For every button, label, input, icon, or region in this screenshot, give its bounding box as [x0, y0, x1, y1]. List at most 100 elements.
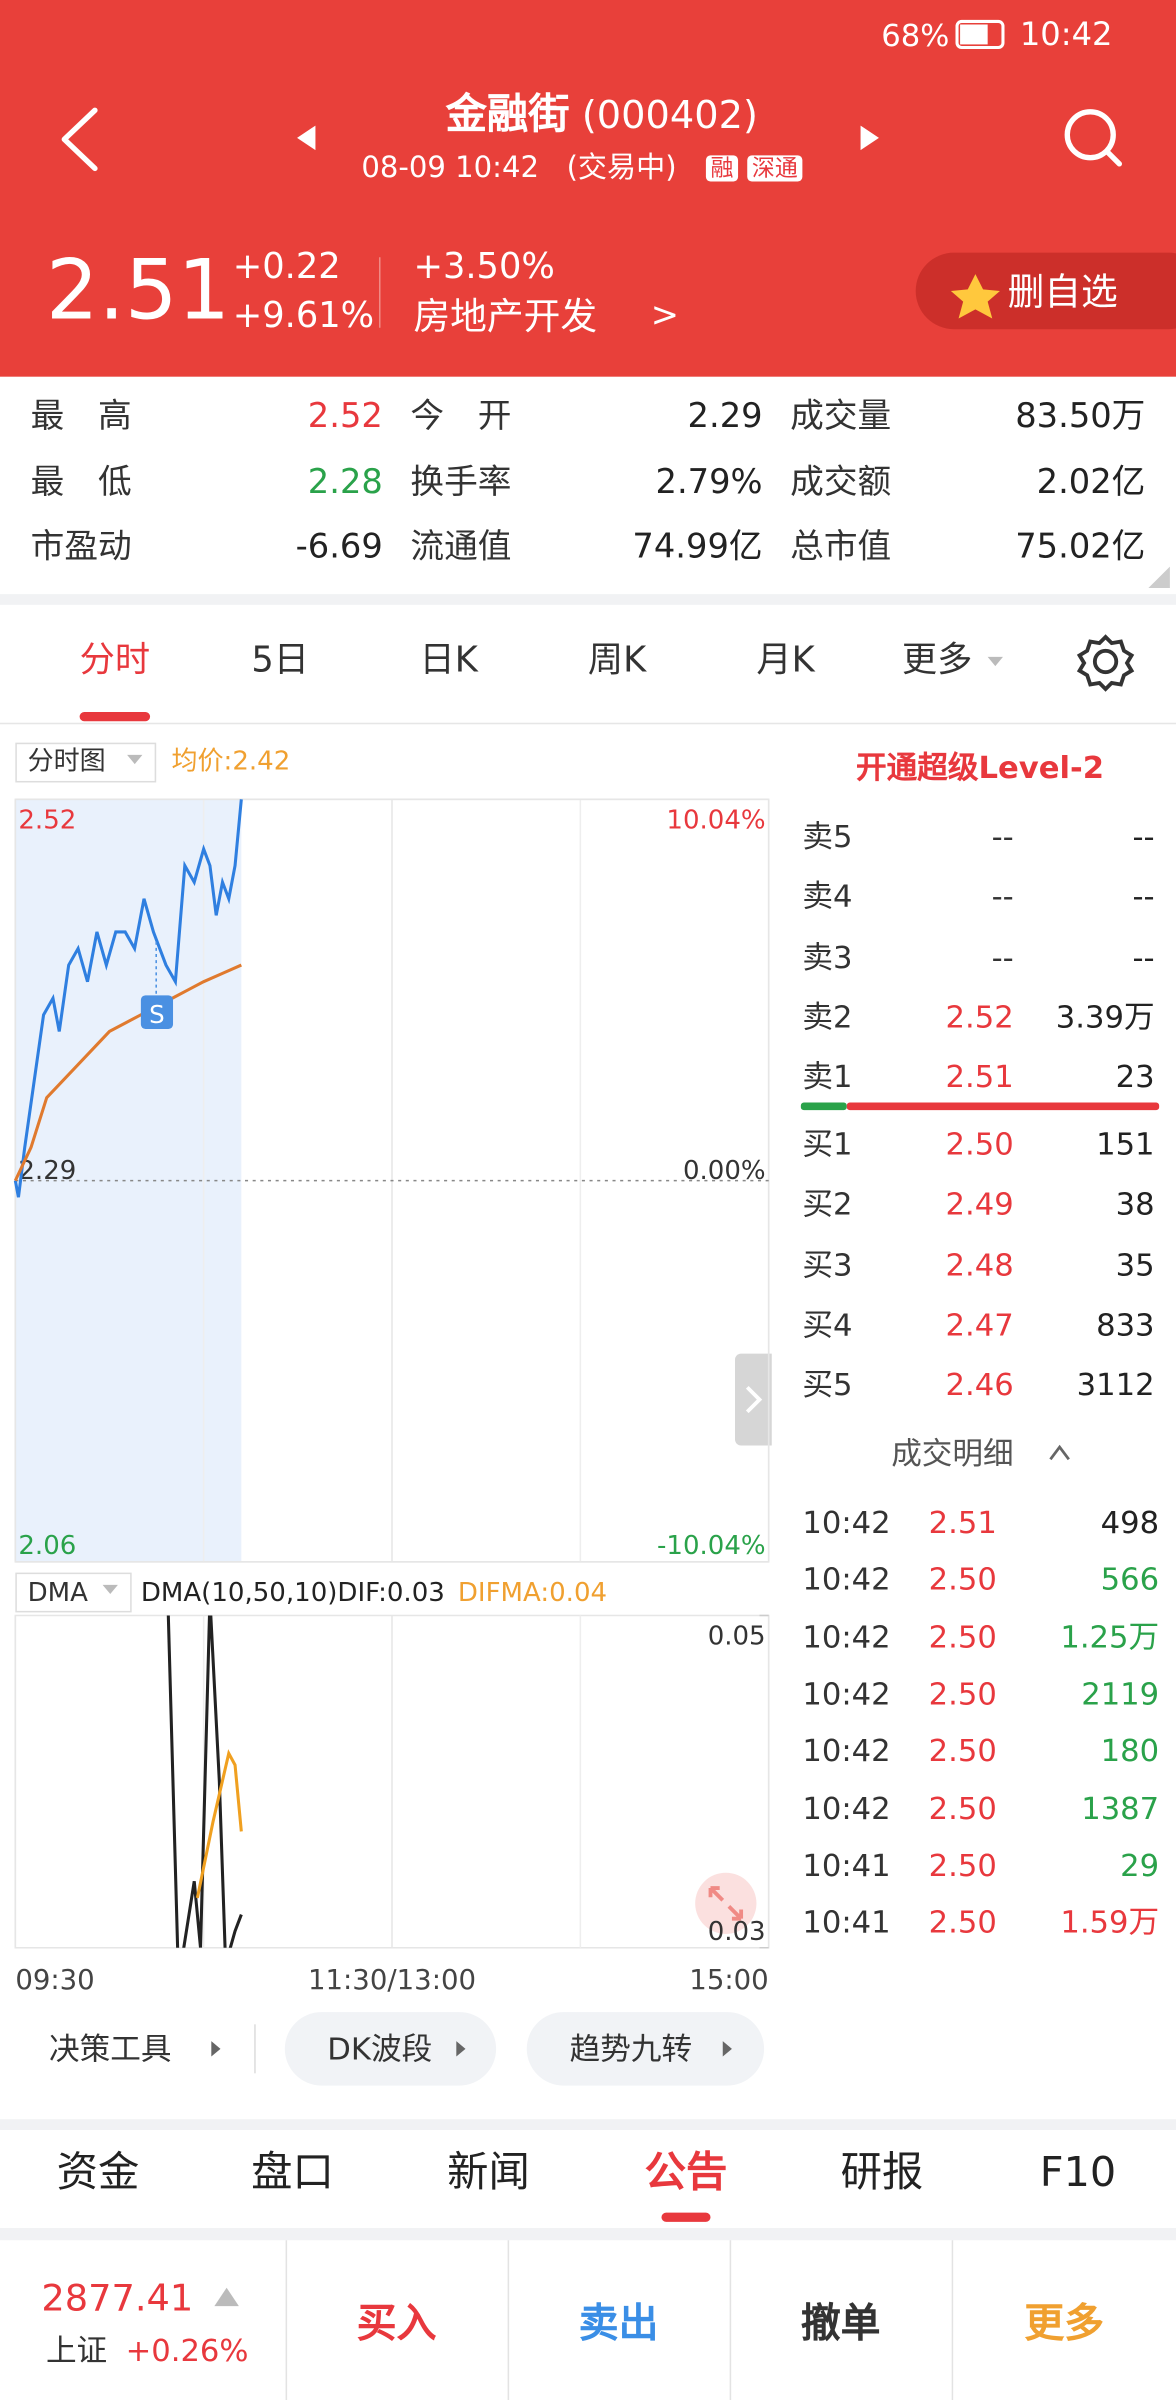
tool-button[interactable]: DK波段 — [327, 2030, 433, 2068]
stock-code: (000402) — [581, 92, 758, 138]
trade-time: 10:42 — [802, 1560, 891, 1598]
index-arrow — [214, 2287, 239, 2307]
stat-label: 流通值 — [410, 528, 512, 567]
battery-text: 68% — [881, 16, 950, 54]
book-volume: 3.39万 — [1055, 998, 1155, 1035]
legend-entry: 均价:2.42 — [171, 746, 291, 778]
info-tab[interactable]: 公告 — [644, 2149, 728, 2197]
book-volume: -- — [1132, 938, 1155, 975]
search-icon[interactable] — [1064, 109, 1116, 161]
annotation-box — [140, 995, 174, 1029]
stat-value: 2.28 — [307, 463, 383, 502]
battery-icon — [955, 19, 1005, 49]
y-tick-label: 2.52 — [18, 805, 76, 835]
chart-title[interactable]: DMA — [27, 1577, 88, 1609]
info-tab[interactable]: 资金 — [56, 2149, 140, 2197]
annotation-text: S — [149, 1000, 165, 1029]
level2-link[interactable]: 开通超级Level-2 — [855, 748, 1105, 786]
book-volume: -- — [1132, 877, 1155, 915]
section-divider — [0, 2227, 1176, 2241]
tool-button[interactable]: 趋势九转 — [569, 2030, 693, 2068]
chart-toggle[interactable] — [735, 1353, 772, 1446]
trade-price: 2.50 — [928, 1617, 997, 1655]
book-price: -- — [991, 817, 1014, 855]
trade-button[interactable]: 撤单 — [800, 2301, 881, 2348]
trade-volume: 29 — [1120, 1846, 1160, 1884]
stat-label: 换手率 — [410, 463, 512, 502]
trade-price: 2.51 — [928, 1503, 997, 1541]
y2-tick-label: 0.00% — [683, 1156, 766, 1186]
book-price: -- — [991, 938, 1014, 975]
watch-label[interactable]: 删自选 — [1007, 271, 1118, 314]
last-price: 2.51 — [45, 241, 231, 339]
book-price: 2.52 — [945, 998, 1014, 1035]
trade-time: 10:42 — [802, 1789, 891, 1827]
corner-mark — [1148, 566, 1170, 588]
index-value: 2877.41 — [41, 2276, 194, 2320]
tabs-divider — [0, 722, 1176, 725]
series-line — [13, 799, 243, 1198]
info-tab[interactable]: 盘口 — [251, 2149, 334, 2197]
trade-price: 2.50 — [928, 1903, 997, 1941]
book-label: 卖2 — [802, 998, 853, 1035]
tool-divider — [254, 2024, 256, 2074]
trade-time: 10:42 — [802, 1732, 891, 1769]
y2-tick-label: 10.04% — [666, 805, 765, 835]
info-tab[interactable]: 研报 — [840, 2149, 924, 2197]
book-volume: -- — [1132, 817, 1155, 855]
settings-icon[interactable] — [1076, 634, 1135, 692]
book-price: 2.50 — [945, 1125, 1014, 1163]
legend-entry: DMA(10,50,10)DIF:0.03 — [140, 1577, 445, 1609]
chart-title[interactable]: 分时图 — [27, 746, 106, 778]
series-line — [166, 1615, 243, 1948]
tool-button[interactable]: 决策工具 — [49, 2030, 172, 2068]
trade-button[interactable]: 卖出 — [578, 2301, 659, 2348]
x-tick-label: 11:30/13:00 — [308, 1964, 476, 1996]
chart-tab[interactable]: 日K — [419, 640, 478, 681]
book-price: 2.46 — [945, 1366, 1014, 1403]
chart-tab[interactable]: 5日 — [251, 640, 310, 681]
trade-time: 10:42 — [802, 1503, 891, 1541]
series-line — [195, 1749, 243, 1899]
dma-plot — [166, 1615, 243, 1948]
toggle-arrow — [745, 1385, 763, 1414]
trade-volume: 1.59万 — [1060, 1903, 1160, 1941]
chart-mode-box[interactable] — [15, 742, 157, 783]
level-bar-red — [846, 1102, 1160, 1111]
stat-label: 最 高 — [30, 398, 132, 437]
chart-tab[interactable]: 分时 — [79, 640, 151, 681]
trade-time: 10:42 — [802, 1675, 891, 1712]
book-label: 卖1 — [802, 1058, 853, 1096]
book-price: -- — [991, 877, 1014, 915]
stock-name: 金融街 — [445, 91, 570, 139]
book-volume: 23 — [1115, 1058, 1155, 1096]
chart-tab[interactable]: 月K — [756, 640, 815, 681]
book-volume: 38 — [1115, 1185, 1155, 1223]
footer-dividers — [285, 2240, 954, 2400]
chart-tab[interactable]: 更多 — [901, 640, 973, 681]
level-bar-green — [800, 1102, 847, 1111]
stat-label: 成交量 — [790, 398, 892, 437]
stat-value: 2.79% — [655, 463, 763, 502]
info-tab[interactable]: 新闻 — [447, 2149, 530, 2197]
dma-box[interactable] — [15, 1572, 132, 1613]
collapse-icon[interactable] — [1049, 1444, 1070, 1461]
stat-label: 总市值 — [790, 528, 892, 567]
trade-volume: 498 — [1100, 1503, 1160, 1541]
badge: 融 — [705, 155, 739, 182]
back-icon[interactable] — [61, 107, 98, 172]
trades-title[interactable]: 成交明细 — [891, 1434, 1014, 1472]
tab-underline — [79, 712, 151, 722]
info-tab[interactable]: F10 — [1039, 2149, 1117, 2197]
trade-button[interactable]: 买入 — [356, 2301, 437, 2348]
trade-button[interactable]: 更多 — [1024, 2301, 1105, 2348]
legend-entry: DIFMA:0.04 — [457, 1577, 608, 1609]
chart-tab[interactable]: 周K — [587, 640, 647, 681]
sector-arrow: > — [650, 297, 680, 336]
sector-name[interactable]: 房地产开发 — [413, 295, 598, 339]
trade-price: 2.50 — [928, 1675, 997, 1712]
y-tick-label: 2.06 — [18, 1531, 76, 1561]
